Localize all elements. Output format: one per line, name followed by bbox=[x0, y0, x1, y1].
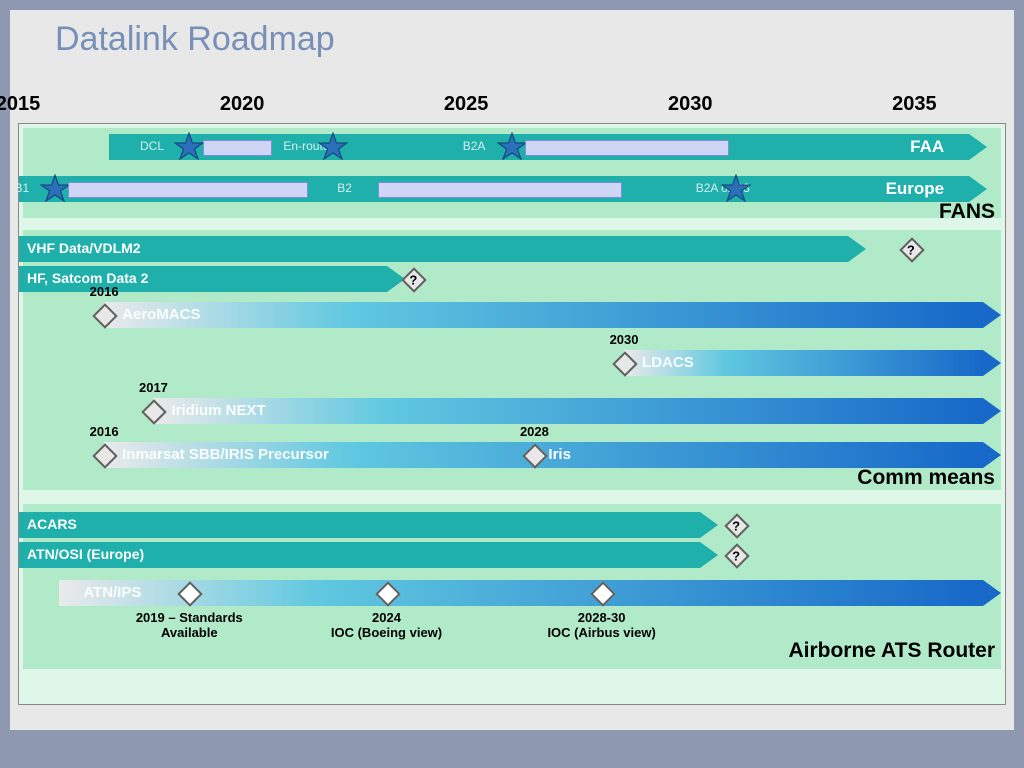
fans-item-label: B2 bbox=[337, 181, 352, 195]
fans-item-label: DCL bbox=[140, 139, 164, 153]
progress-bar bbox=[68, 182, 308, 198]
section-label-comm: Comm means bbox=[857, 466, 995, 490]
year-label: 2020 bbox=[220, 93, 265, 116]
year-label: 2030 bbox=[668, 93, 713, 116]
star-icon bbox=[40, 174, 70, 204]
question-icon: ? bbox=[732, 519, 740, 534]
star-icon bbox=[497, 132, 527, 162]
lane-teal: ACARS bbox=[19, 512, 700, 538]
milestone-caption: 2028-30 IOC (Airbus view) bbox=[547, 610, 655, 640]
lane-blue: Iridium NEXT bbox=[153, 398, 982, 424]
chart-area: FAADCLEn-routeB2AEuropeB1B2B2A or B3FANS… bbox=[18, 123, 1006, 705]
progress-bar bbox=[203, 140, 272, 156]
year-label: 2015 bbox=[0, 93, 40, 116]
lane-teal: VHF Data/VDLM2 bbox=[19, 236, 848, 262]
fans-item-label: B2A bbox=[463, 139, 486, 153]
milestone-caption: 2024 IOC (Boeing view) bbox=[331, 610, 442, 640]
milestone-year: 2028 bbox=[520, 424, 549, 439]
section-label-router: Airborne ATS Router bbox=[788, 639, 995, 663]
section-label-fans: FANS bbox=[939, 200, 995, 224]
milestone-year: 2016 bbox=[90, 424, 119, 439]
lane-blue: LDACS bbox=[624, 350, 983, 376]
timeline-canvas: 20152020202520302035 FAADCLEn-routeB2AEu… bbox=[18, 93, 1004, 703]
milestone-year: 2016 bbox=[90, 284, 119, 299]
star-icon bbox=[174, 132, 204, 162]
question-icon: ? bbox=[732, 549, 740, 564]
star-icon bbox=[721, 174, 751, 204]
progress-bar bbox=[378, 182, 622, 198]
milestone-caption: 2019 – Standards Available bbox=[136, 610, 243, 640]
year-label: 2035 bbox=[892, 93, 937, 116]
lane-teal: ATN/OSI (Europe) bbox=[19, 542, 700, 568]
lane-blue: AeroMACS bbox=[104, 302, 982, 328]
fans-item-label: B1 bbox=[15, 181, 30, 195]
year-label: 2025 bbox=[444, 93, 489, 116]
milestone-year: 2017 bbox=[139, 380, 168, 395]
lane-teal: HF, Satcom Data 2 bbox=[19, 266, 387, 292]
milestone-year: 2030 bbox=[610, 332, 639, 347]
footer-bar bbox=[10, 730, 1014, 768]
question-icon: ? bbox=[409, 273, 417, 288]
milestone-label: Iris bbox=[548, 446, 571, 463]
progress-bar bbox=[525, 140, 729, 156]
star-icon bbox=[318, 132, 348, 162]
page-title: Datalink Roadmap bbox=[55, 20, 335, 59]
question-icon: ? bbox=[907, 243, 915, 258]
